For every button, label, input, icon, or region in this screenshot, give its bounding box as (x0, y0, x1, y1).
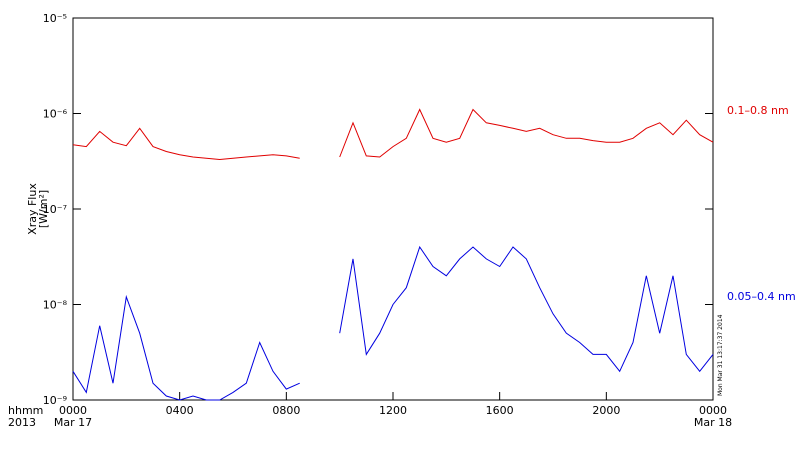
y-tick-label: 10⁻⁵ (43, 12, 67, 25)
x-tick-label: 0000 (59, 404, 87, 417)
series-label: 0.1–0.8 nm (727, 104, 789, 117)
x-date-label: Mar 17 (54, 416, 92, 429)
x-tick-label: 2000 (592, 404, 620, 417)
corner-label: 2013 (8, 416, 36, 429)
y-axis-label: Xray Flux (26, 183, 39, 235)
flux-line (72, 108, 714, 161)
timestamp: Mon Mar 31 13:17:37 2014 (717, 314, 724, 396)
y-tick-label: 10⁻⁸ (43, 299, 68, 312)
y-tick-label: 10⁻⁶ (43, 108, 68, 121)
flux-line (72, 245, 714, 401)
corner-label: hhmm (8, 404, 43, 417)
y-tick-label: 10⁻⁹ (43, 394, 67, 407)
plot-frame (72, 17, 714, 401)
x-tick-label: 0800 (272, 404, 300, 417)
x-tick-label: 0400 (166, 404, 194, 417)
y-tick-label: 10⁻⁷ (43, 203, 67, 216)
x-tick-label: 0000 (699, 404, 727, 417)
x-date-label: Mar 18 (694, 416, 732, 429)
y-axis-unit: [W/m²] (37, 190, 50, 228)
x-tick-label: 1600 (486, 404, 514, 417)
series-label: 0.05–0.4 nm (727, 290, 796, 303)
x-tick-label: 1200 (379, 404, 407, 417)
